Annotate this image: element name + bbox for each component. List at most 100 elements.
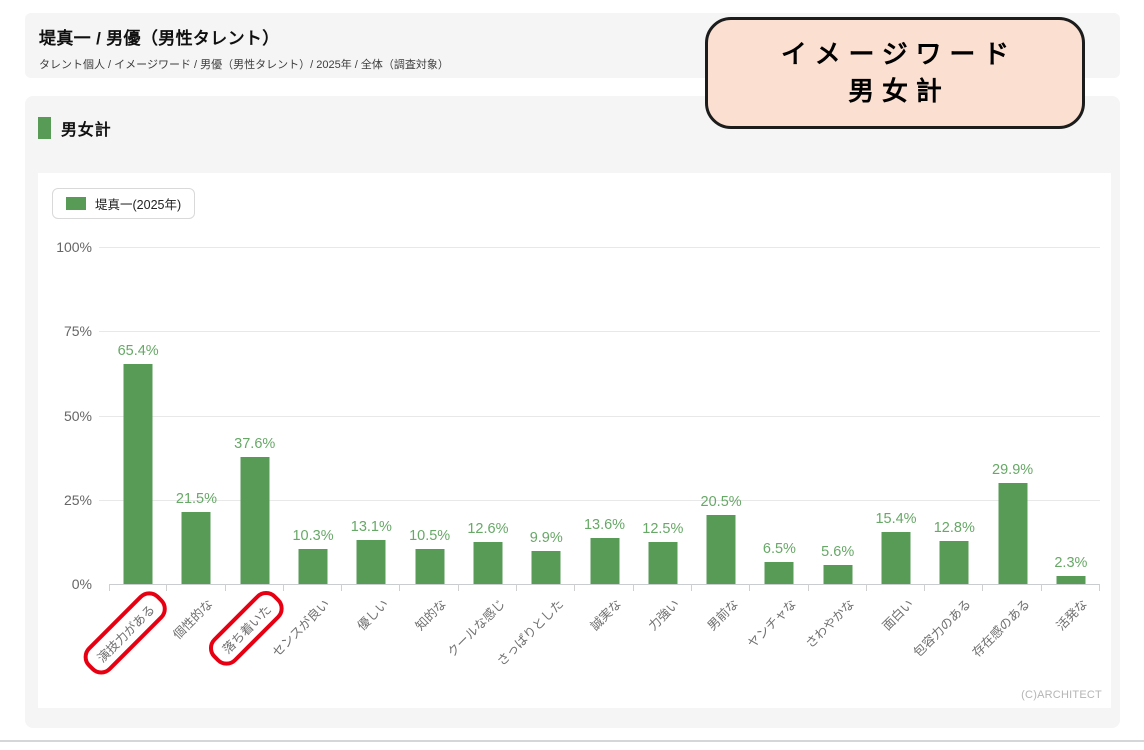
- legend-chip[interactable]: 堤真一(2025年): [52, 188, 196, 219]
- x-axis-label: 力強い: [643, 594, 683, 634]
- page-title: 堤真一 / 男優（男性タレント）: [39, 29, 280, 48]
- bar-存在感のある: [998, 483, 1028, 584]
- category-label: 面白い: [879, 596, 916, 634]
- chart-column: 9.9% さっぱりとした: [494, 247, 576, 669]
- chart-column: 15.4% 面白い: [867, 247, 926, 633]
- chart-column: 37.6% 落ち着いた: [203, 247, 290, 672]
- x-axis-label: 演技力がある: [77, 585, 173, 681]
- x-axis-tick: [749, 584, 751, 591]
- x-axis-tick: [399, 584, 401, 591]
- x-axis-tick: [282, 584, 284, 591]
- x-axis-label: 面白い: [876, 594, 916, 634]
- value-label: 9.9%: [529, 529, 563, 546]
- x-axis-tick: [807, 584, 809, 591]
- value-label: 10.3%: [292, 528, 334, 545]
- x-axis-label: 存在感のある: [967, 594, 1033, 660]
- gridline-25: [99, 499, 1100, 501]
- y-axis-label-100: 100%: [56, 239, 92, 255]
- x-axis-label: 個性的な: [168, 594, 217, 643]
- value-label: 12.5%: [642, 520, 684, 537]
- category-label-highlighted: 落ち着いた: [203, 585, 290, 672]
- x-axis-tick: [574, 584, 576, 591]
- chart-column: 10.3% センスが良い: [270, 247, 343, 660]
- category-label: 男前な: [704, 596, 741, 634]
- bar-ヤンチャな: [764, 562, 794, 584]
- y-axis-label-75: 75%: [63, 323, 92, 340]
- value-label: 13.1%: [350, 518, 392, 535]
- category-label: ヤンチャな: [745, 596, 800, 651]
- x-axis-label: 誠実な: [585, 594, 625, 634]
- value-label: 37.6%: [234, 436, 276, 453]
- chart-column: 6.5% ヤンチャな: [745, 247, 809, 651]
- value-label: 12.8%: [933, 519, 975, 536]
- y-axis-label-25: 25%: [63, 491, 92, 508]
- bar-知的な: [415, 548, 445, 584]
- value-label: 29.9%: [992, 462, 1034, 479]
- value-label: 5.6%: [821, 544, 855, 561]
- category-label: 個性的な: [170, 596, 217, 643]
- category-label: 知的な: [412, 596, 450, 634]
- x-axis-tick: [690, 584, 692, 591]
- bar-演技力がある: [123, 363, 153, 584]
- bar-誠実な: [590, 538, 620, 584]
- category-label: 包容力のある: [911, 596, 975, 660]
- chart-column: 20.5% 男前な: [692, 247, 751, 633]
- value-label: 10.5%: [409, 527, 451, 544]
- chart-column: 13.6% 誠実な: [575, 247, 634, 633]
- x-axis-label: さわやかな: [801, 594, 859, 652]
- x-axis-tick: [1099, 584, 1101, 591]
- x-axis-tick: [924, 584, 926, 591]
- chart-column: 29.9% 存在感のある: [969, 247, 1042, 660]
- value-label: 13.6%: [583, 517, 626, 534]
- callout-image-word-total: イメージワード 男女計: [705, 17, 1085, 129]
- x-axis-tick: [632, 584, 634, 591]
- x-axis-label: 知的な: [410, 594, 450, 634]
- x-axis-tick: [166, 584, 168, 591]
- plot-area: 0% 25% 50% 75% 100% 65.4% 演技力がある 21.5% 個性的な 37.6%…: [56, 239, 1101, 681]
- chart-column: 2.3% 活発な: [1042, 247, 1101, 633]
- chart-card: 堤真一(2025年) 0% 25% 50% 75% 100% 65.4% 演技力がある 21.…: [38, 173, 1111, 708]
- bar-クールな感じ: [473, 541, 503, 584]
- bottom-divider: [0, 740, 1144, 742]
- x-axis-label: 活発な: [1051, 594, 1091, 634]
- bar-さっぱりとした: [531, 550, 561, 584]
- x-axis-tick: [224, 584, 226, 591]
- value-label: 20.5%: [700, 493, 742, 510]
- value-label: 6.5%: [762, 541, 796, 558]
- chart-column: 12.6% クールな感じ: [445, 247, 518, 660]
- breadcrumb: タレント個人 / イメージワード / 男優（男性タレント）/ 2025年 / 全…: [39, 59, 449, 71]
- bar-面白い: [881, 532, 911, 584]
- section-marker-icon: [38, 117, 51, 139]
- x-axis-tick: [341, 584, 343, 591]
- bar-さわやかな: [823, 565, 853, 584]
- chart-column: 12.5% 力強い: [634, 247, 692, 633]
- x-axis-tick: [457, 584, 459, 591]
- section-title: 男女計: [61, 122, 112, 139]
- x-axis-tick: [109, 584, 110, 591]
- chart-column: 13.1% 優しい: [342, 247, 401, 633]
- legend-swatch-icon: [66, 197, 86, 210]
- gridline-75: [99, 331, 1100, 333]
- y-axis-label-0: 0%: [71, 576, 92, 592]
- x-axis-label: 優しい: [352, 594, 392, 634]
- legend-label: 堤真一(2025年): [95, 198, 182, 212]
- x-axis-tick: [865, 584, 867, 591]
- x-axis-label: 男前な: [702, 594, 742, 634]
- bar-個性的な: [181, 511, 211, 584]
- value-label: 21.5%: [175, 490, 217, 507]
- category-label: 存在感のある: [969, 596, 1033, 660]
- category-label: 優しい: [354, 596, 392, 634]
- chart-column: 10.5% 知的な: [400, 247, 459, 633]
- chart-column: 65.4% 演技力がある: [77, 247, 173, 681]
- value-label: 15.4%: [875, 511, 917, 528]
- category-label-highlighted: 演技力がある: [77, 585, 173, 681]
- category-label: 誠実な: [587, 596, 625, 634]
- x-axis-label: 落ち着いた: [203, 585, 290, 672]
- copyright-note: (C)ARCHITECT: [1021, 689, 1102, 701]
- callout-line1: イメージワード: [780, 39, 1017, 69]
- bar-センスが良い: [298, 549, 328, 584]
- x-axis-tick: [982, 584, 984, 591]
- chart-column: 5.6% さわやかな: [803, 247, 867, 651]
- category-label: さわやかな: [803, 596, 858, 651]
- bar-優しい: [356, 539, 386, 584]
